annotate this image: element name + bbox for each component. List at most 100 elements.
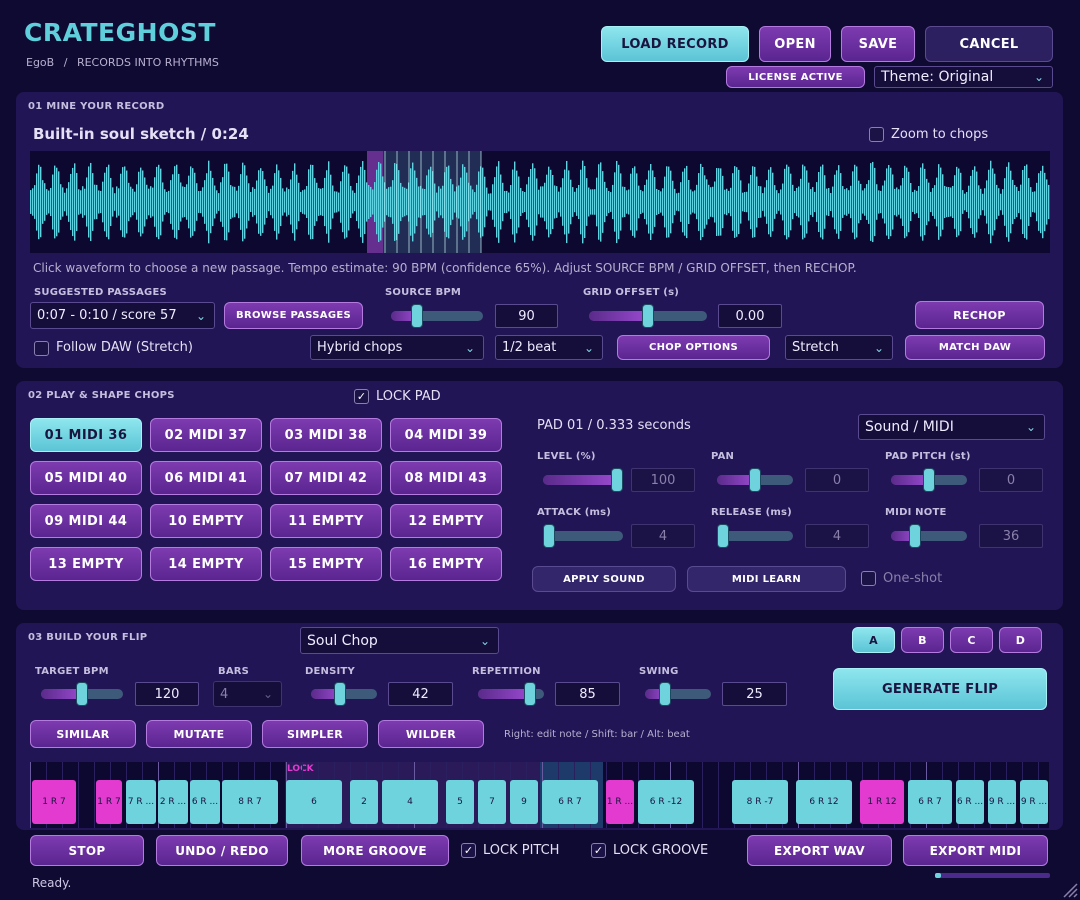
attack-value[interactable]: 4 xyxy=(631,524,695,548)
level-slider[interactable] xyxy=(543,468,623,492)
slider-knob[interactable] xyxy=(717,524,729,548)
open-button[interactable]: OPEN xyxy=(759,26,831,62)
chop-division-select[interactable]: 1/2 beat ⌄ xyxy=(495,335,603,360)
grid-offset-input[interactable]: 0.00 xyxy=(718,304,782,328)
note-segment[interactable]: 2 R ... xyxy=(158,780,188,824)
note-segment[interactable]: 8 R 7 xyxy=(222,780,278,824)
save-button[interactable]: SAVE xyxy=(841,26,915,62)
pad-button[interactable]: 16 EMPTY xyxy=(390,547,502,581)
simpler-button[interactable]: SIMPLER xyxy=(262,720,368,748)
lock-pad-checkbox[interactable]: ✓ xyxy=(354,389,369,404)
one-shot-checkbox[interactable] xyxy=(861,571,876,586)
variant-a-button[interactable]: A xyxy=(852,627,895,653)
note-segment[interactable]: 6 R -12 xyxy=(638,780,694,824)
export-wav-button[interactable]: EXPORT WAV xyxy=(747,835,892,866)
release-value[interactable]: 4 xyxy=(805,524,869,548)
pad-button[interactable]: 09 MIDI 44 xyxy=(30,504,142,538)
slider-knob[interactable] xyxy=(411,304,423,328)
resize-grip-icon[interactable] xyxy=(1062,882,1078,898)
slider-knob[interactable] xyxy=(611,468,623,492)
slider-knob[interactable] xyxy=(543,524,555,548)
pad-button[interactable]: 08 MIDI 43 xyxy=(390,461,502,495)
pad-button[interactable]: 05 MIDI 40 xyxy=(30,461,142,495)
rechop-button[interactable]: RECHOP xyxy=(915,301,1044,329)
density-slider[interactable] xyxy=(311,682,377,706)
level-value[interactable]: 100 xyxy=(631,468,695,492)
theme-select[interactable]: Theme: Original ⌄ xyxy=(874,66,1053,88)
note-segment[interactable]: 5 xyxy=(446,780,474,824)
bars-select[interactable]: 4 ⌄ xyxy=(213,681,282,707)
note-segment[interactable]: 1 R 12 xyxy=(860,780,904,824)
note-segment[interactable]: 6 xyxy=(286,780,342,824)
stop-button[interactable]: STOP xyxy=(30,835,144,866)
undo-redo-button[interactable]: UNDO / REDO xyxy=(156,835,288,866)
pad-button[interactable]: 07 MIDI 42 xyxy=(270,461,382,495)
note-segment[interactable]: 1 R ... xyxy=(606,780,634,824)
slider-knob[interactable] xyxy=(523,682,536,706)
lock-pitch-checkbox[interactable]: ✓ xyxy=(461,843,476,858)
lock-groove-checkbox[interactable]: ✓ xyxy=(591,843,606,858)
pad-pitch-value[interactable]: 0 xyxy=(979,468,1043,492)
chop-options-button[interactable]: CHOP OPTIONS xyxy=(617,335,770,360)
repetition-slider[interactable] xyxy=(478,682,544,706)
note-segment[interactable]: 8 R -7 xyxy=(732,780,788,824)
mutate-button[interactable]: MUTATE xyxy=(146,720,252,748)
release-slider[interactable] xyxy=(717,524,793,548)
waveform[interactable] xyxy=(30,151,1050,253)
match-daw-button[interactable]: MATCH DAW xyxy=(905,335,1045,360)
wilder-button[interactable]: WILDER xyxy=(378,720,484,748)
note-segment[interactable]: 7 R ... xyxy=(126,780,156,824)
browse-passages-button[interactable]: BROWSE PASSAGES xyxy=(224,302,363,329)
midi-note-value[interactable]: 36 xyxy=(979,524,1043,548)
slider-knob[interactable] xyxy=(333,682,346,706)
swing-input[interactable]: 25 xyxy=(722,682,787,706)
note-segment[interactable]: 2 xyxy=(350,780,378,824)
midi-learn-button[interactable]: MIDI LEARN xyxy=(687,566,846,592)
slider-knob[interactable] xyxy=(908,524,921,548)
more-groove-button[interactable]: MORE GROOVE xyxy=(301,835,449,866)
similar-button[interactable]: SIMILAR xyxy=(30,720,136,748)
slider-knob[interactable] xyxy=(76,682,88,706)
follow-daw-checkbox[interactable] xyxy=(34,341,49,356)
suggested-passages-select[interactable]: 0:07 - 0:10 / score 57 ⌄ xyxy=(30,302,215,329)
pad-button[interactable]: 15 EMPTY xyxy=(270,547,382,581)
pad-button[interactable]: 01 MIDI 36 xyxy=(30,418,142,452)
pad-button[interactable]: 13 EMPTY xyxy=(30,547,142,581)
target-bpm-input[interactable]: 120 xyxy=(135,682,199,706)
pad-pitch-slider[interactable] xyxy=(891,468,967,492)
note-segment[interactable]: 7 xyxy=(478,780,506,824)
variant-b-button[interactable]: B xyxy=(901,627,944,653)
note-segment[interactable]: 6 R 7 xyxy=(542,780,598,824)
slider-knob[interactable] xyxy=(749,468,761,492)
swing-slider[interactable] xyxy=(645,682,711,706)
sound-mode-select[interactable]: Sound / MIDI ⌄ xyxy=(858,414,1045,440)
cancel-button[interactable]: CANCEL xyxy=(925,26,1053,62)
note-segment[interactable]: 9 xyxy=(510,780,538,824)
chop-mode-select[interactable]: Hybrid chops ⌄ xyxy=(310,335,484,360)
pad-button[interactable]: 03 MIDI 38 xyxy=(270,418,382,452)
pad-button[interactable]: 02 MIDI 37 xyxy=(150,418,262,452)
flip-style-select[interactable]: Soul Chop ⌄ xyxy=(300,627,499,654)
slider-knob[interactable] xyxy=(658,682,671,706)
note-segment[interactable]: 6 R ... xyxy=(956,780,984,824)
attack-slider[interactable] xyxy=(543,524,623,548)
note-segment[interactable]: 6 R 7 xyxy=(908,780,952,824)
pan-slider[interactable] xyxy=(717,468,793,492)
source-bpm-slider[interactable] xyxy=(391,304,483,328)
export-midi-button[interactable]: EXPORT MIDI xyxy=(903,835,1048,866)
slider-knob[interactable] xyxy=(642,304,654,328)
slider-knob[interactable] xyxy=(923,468,935,492)
note-segment[interactable]: 1 R 7 xyxy=(96,780,122,824)
breadcrumb-user[interactable]: EgoB xyxy=(26,56,55,69)
pad-button[interactable]: 12 EMPTY xyxy=(390,504,502,538)
note-segment[interactable]: 4 xyxy=(382,780,438,824)
pad-button[interactable]: 10 EMPTY xyxy=(150,504,262,538)
pad-button[interactable]: 14 EMPTY xyxy=(150,547,262,581)
note-segment[interactable]: 6 R ... xyxy=(190,780,220,824)
note-segment[interactable]: 9 R ... xyxy=(1020,780,1048,824)
repetition-input[interactable]: 85 xyxy=(555,682,620,706)
zoom-to-chops-checkbox[interactable] xyxy=(869,127,884,142)
density-input[interactable]: 42 xyxy=(388,682,453,706)
apply-sound-button[interactable]: APPLY SOUND xyxy=(532,566,676,592)
